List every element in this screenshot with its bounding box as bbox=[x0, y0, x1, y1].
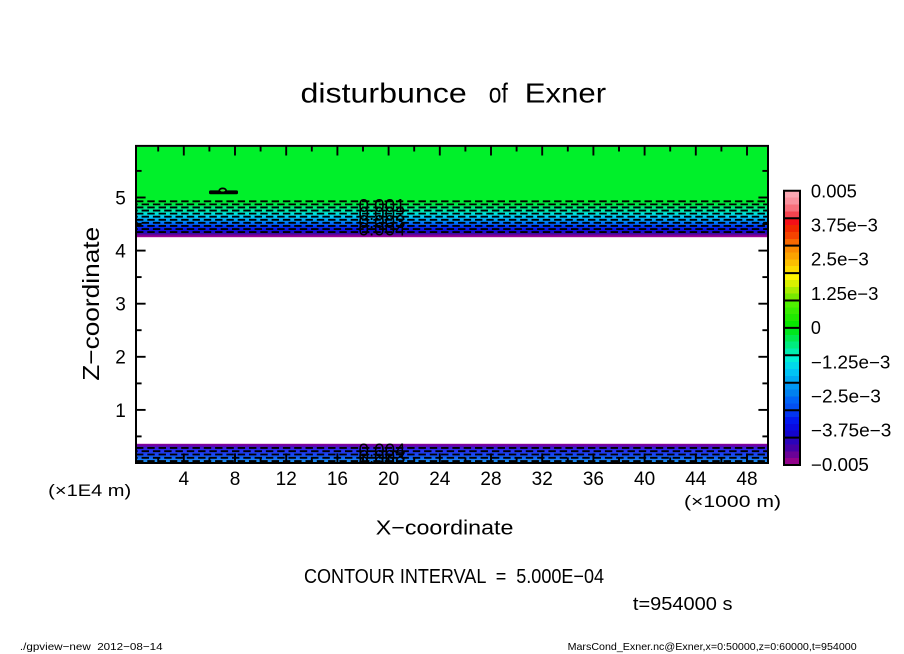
svg-text:12: 12 bbox=[276, 469, 297, 490]
svg-text:0.003: 0.003 bbox=[359, 446, 406, 467]
svg-text:−3.75e−3: −3.75e−3 bbox=[811, 421, 892, 441]
svg-text:8: 8 bbox=[230, 469, 241, 490]
svg-text:MarsCond_Exner.nc@Exner,x=0:50: MarsCond_Exner.nc@Exner,x=0:50000,z=0:60… bbox=[568, 641, 857, 653]
svg-text:0.003: 0.003 bbox=[359, 211, 406, 232]
svg-text:Exner: Exner bbox=[525, 77, 606, 108]
svg-text:5: 5 bbox=[115, 188, 126, 209]
svg-text:0.002: 0.002 bbox=[359, 453, 406, 474]
svg-text:−0.005: −0.005 bbox=[811, 455, 869, 475]
svg-text:48: 48 bbox=[736, 469, 757, 490]
svg-text:1: 1 bbox=[115, 401, 126, 422]
svg-text:4: 4 bbox=[115, 242, 126, 263]
svg-text:3: 3 bbox=[115, 295, 126, 316]
svg-text:24: 24 bbox=[429, 469, 451, 490]
svg-text:0.004: 0.004 bbox=[359, 219, 406, 240]
svg-text:32: 32 bbox=[532, 469, 553, 490]
svg-text:40: 40 bbox=[634, 469, 655, 490]
svg-text:0.004: 0.004 bbox=[359, 440, 406, 461]
svg-text:1.25e−3: 1.25e−3 bbox=[811, 284, 879, 304]
svg-text:0.002: 0.002 bbox=[359, 203, 406, 224]
svg-text:X−coordinate: X−coordinate bbox=[376, 517, 514, 540]
svg-text:of: of bbox=[489, 77, 508, 108]
svg-text:0.005: 0.005 bbox=[811, 181, 857, 201]
svg-text:(×1E4 m): (×1E4 m) bbox=[48, 481, 131, 500]
svg-text:3.75e−3: 3.75e−3 bbox=[811, 216, 878, 236]
svg-text:2.5e−3: 2.5e−3 bbox=[811, 250, 869, 270]
svg-text:0: 0 bbox=[811, 318, 821, 338]
svg-text:20: 20 bbox=[378, 469, 399, 490]
svg-text:CONTOUR INTERVAL = 5.000E−04: CONTOUR INTERVAL = 5.000E−04 bbox=[304, 566, 604, 588]
svg-text:disturbunce: disturbunce bbox=[301, 77, 467, 108]
svg-text:./gpview−new 2012−08−14: ./gpview−new 2012−08−14 bbox=[20, 641, 163, 653]
svg-text:(×1000 m): (×1000 m) bbox=[684, 492, 781, 511]
svg-text:36: 36 bbox=[583, 469, 604, 490]
svg-text:2: 2 bbox=[115, 348, 126, 369]
svg-text:−2.5e−3: −2.5e−3 bbox=[811, 387, 881, 407]
svg-text:16: 16 bbox=[327, 469, 348, 490]
svg-text:44: 44 bbox=[685, 469, 707, 490]
svg-text:Z−coordinate: Z−coordinate bbox=[78, 227, 104, 381]
svg-text:t=954000 s: t=954000 s bbox=[633, 594, 733, 614]
svg-text:4: 4 bbox=[179, 469, 190, 490]
svg-text:−1.25e−3: −1.25e−3 bbox=[811, 352, 891, 372]
svg-text:28: 28 bbox=[480, 469, 501, 490]
svg-text:0.001: 0.001 bbox=[359, 195, 406, 216]
